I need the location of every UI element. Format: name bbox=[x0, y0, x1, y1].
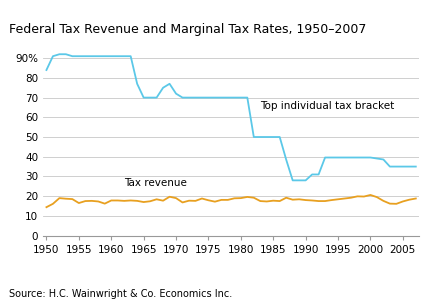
Text: Top individual tax bracket: Top individual tax bracket bbox=[260, 101, 394, 111]
Text: Tax revenue: Tax revenue bbox=[124, 178, 187, 188]
Text: Federal Tax Revenue and Marginal Tax Rates, 1950–2007: Federal Tax Revenue and Marginal Tax Rat… bbox=[9, 23, 366, 36]
Text: Source: H.C. Wainwright & Co. Economics Inc.: Source: H.C. Wainwright & Co. Economics … bbox=[9, 289, 232, 299]
